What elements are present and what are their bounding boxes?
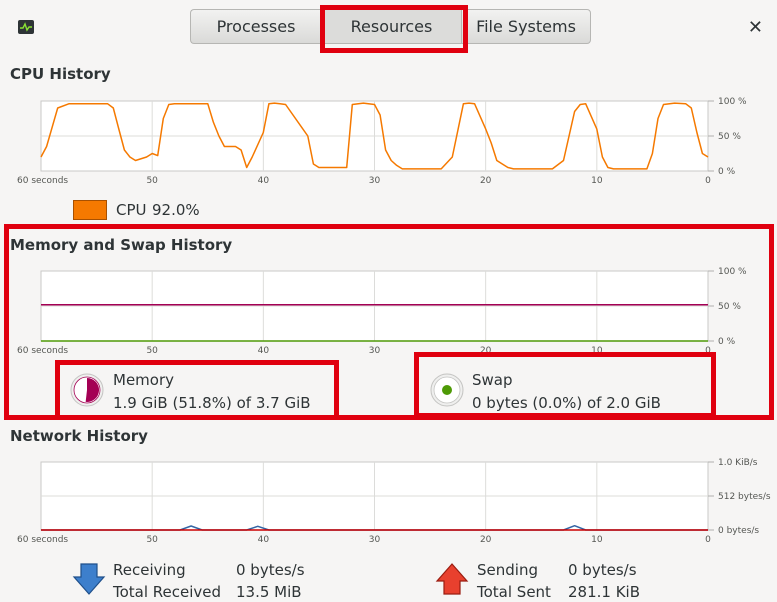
memory-tick-label-x: 50 (146, 346, 158, 356)
receiving-label: Receiving (113, 561, 186, 579)
memory-tick-label-x: 20 (480, 346, 492, 356)
cpu-tick-label-x: 40 (258, 176, 270, 186)
tab-processes[interactable]: Processes (190, 9, 321, 44)
cpu-tick-label-y: 0 % (718, 167, 736, 177)
network-tick-label-y: 0 bytes/s (718, 526, 759, 536)
sending-value: 0 bytes/s (568, 561, 637, 579)
system-monitor-icon (18, 20, 34, 34)
cpu-legend-value: 92.0% (152, 201, 200, 219)
memory-swap-history-chart: 60 seconds 50 40 30 20 10 0 100 % 50 % 0 % (17, 267, 747, 356)
arrow-up-icon[interactable] (435, 562, 469, 596)
memory-pie-icon[interactable] (69, 372, 105, 408)
memory-legend-value: 1.9 GiB (51.8%) of 3.7 GiB (113, 394, 311, 412)
network-history-chart: 60 seconds 50 40 30 20 10 0 1.0 KiB/s 512 bytes/… (17, 458, 771, 545)
network-tick-label-x: 20 (480, 535, 492, 545)
network-tick-label-x: 10 (591, 535, 603, 545)
total-sent-value: 281.1 KiB (568, 583, 641, 601)
cpu-tick-label-x: 30 (369, 176, 381, 186)
memory-tick-label-y: 100 % (718, 267, 747, 277)
cpu-history-title: CPU History (10, 65, 111, 83)
cpu-tick-label-x: 20 (480, 176, 492, 186)
swap-pie-icon[interactable] (429, 372, 465, 408)
view-switcher: Processes Resources File Systems (190, 9, 591, 44)
network-tick-label-x: 60 seconds (17, 535, 68, 545)
memory-swap-history-title: Memory and Swap History (10, 236, 233, 254)
network-history-title: Network History (10, 427, 148, 445)
swap-legend-label: Swap (472, 371, 513, 389)
cpu-series-line-0 (40, 102, 709, 170)
arrow-down-icon[interactable] (72, 562, 106, 596)
swap-indicator-dot (442, 385, 452, 395)
network-tick-label-y: 1.0 KiB/s (718, 458, 758, 468)
tab-file-systems[interactable]: File Systems (461, 9, 591, 44)
memory-tick-label-x: 40 (258, 346, 270, 356)
memory-tick-label-x: 10 (591, 346, 603, 356)
memory-legend-label: Memory (113, 371, 175, 389)
cpu-tick-label-y: 50 % (718, 132, 741, 142)
cpu-color-swatch[interactable] (73, 200, 107, 220)
close-icon[interactable]: ✕ (747, 17, 763, 38)
memory-pie-slice (85, 377, 100, 402)
sending-label: Sending (477, 561, 538, 579)
network-tick-label-x: 40 (258, 535, 270, 545)
memory-tick-label-x: 0 (705, 346, 711, 356)
cpu-tick-label-x: 50 (146, 176, 158, 186)
total-received-value: 13.5 MiB (236, 583, 302, 601)
memory-tick-label-y: 0 % (718, 337, 736, 347)
network-tick-label-x: 30 (369, 535, 381, 545)
tab-resources[interactable]: Resources (321, 9, 461, 44)
memory-tick-label-y: 50 % (718, 302, 741, 312)
header-bar: Processes Resources File Systems ✕ (0, 0, 777, 58)
network-tick-label-x: 50 (146, 535, 158, 545)
network-series-line-receiving (41, 524, 708, 531)
cpu-history-chart: 60 seconds 50 40 30 20 10 0 100 % 50 % 0 % (17, 97, 747, 186)
cpu-tick-label-x: 60 seconds (17, 176, 68, 186)
network-tick-label-x: 0 (705, 535, 711, 545)
network-tick-label-y: 512 bytes/s (718, 492, 771, 502)
cpu-tick-label-x: 10 (591, 176, 603, 186)
cpu-tick-label-x: 0 (705, 176, 711, 186)
cpu-legend-label: CPU (116, 201, 147, 219)
memory-tick-label-x: 60 seconds (17, 346, 68, 356)
total-received-label: Total Received (113, 583, 222, 601)
receiving-value: 0 bytes/s (236, 561, 305, 579)
total-sent-label: Total Sent (477, 583, 551, 601)
cpu-tick-label-y: 100 % (718, 97, 747, 107)
memory-tick-label-x: 30 (369, 346, 381, 356)
swap-legend-value: 0 bytes (0.0%) of 2.0 GiB (472, 394, 661, 412)
